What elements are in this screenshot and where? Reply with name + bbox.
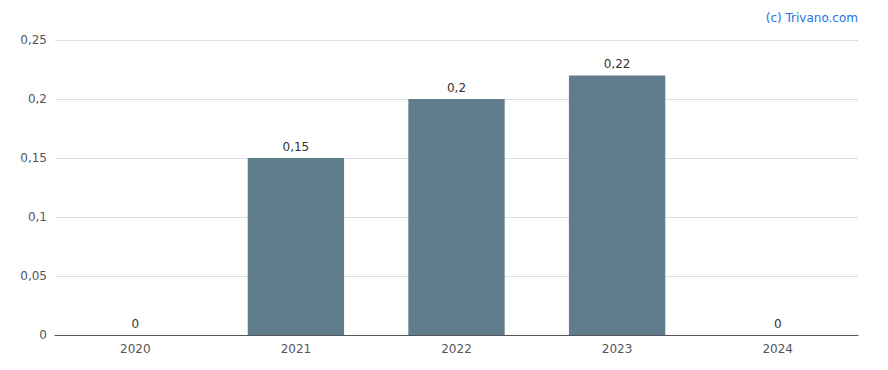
svg-text:2024: 2024 bbox=[762, 342, 793, 356]
svg-text:0,2: 0,2 bbox=[447, 81, 466, 95]
svg-text:0: 0 bbox=[131, 317, 139, 331]
svg-text:0: 0 bbox=[774, 317, 782, 331]
svg-text:0,2: 0,2 bbox=[28, 92, 47, 106]
svg-text:2021: 2021 bbox=[281, 342, 312, 356]
svg-text:0,22: 0,22 bbox=[604, 57, 631, 71]
svg-text:0,1: 0,1 bbox=[28, 210, 47, 224]
svg-text:0,15: 0,15 bbox=[20, 151, 47, 165]
svg-text:2023: 2023 bbox=[602, 342, 633, 356]
svg-text:0,15: 0,15 bbox=[283, 140, 310, 154]
svg-text:2020: 2020 bbox=[120, 342, 151, 356]
svg-text:0: 0 bbox=[39, 328, 47, 342]
svg-text:0,05: 0,05 bbox=[20, 269, 47, 283]
svg-text:2022: 2022 bbox=[441, 342, 472, 356]
svg-text:0,25: 0,25 bbox=[20, 33, 47, 47]
svg-text:(c) Trivano.com: (c) Trivano.com bbox=[766, 11, 858, 25]
